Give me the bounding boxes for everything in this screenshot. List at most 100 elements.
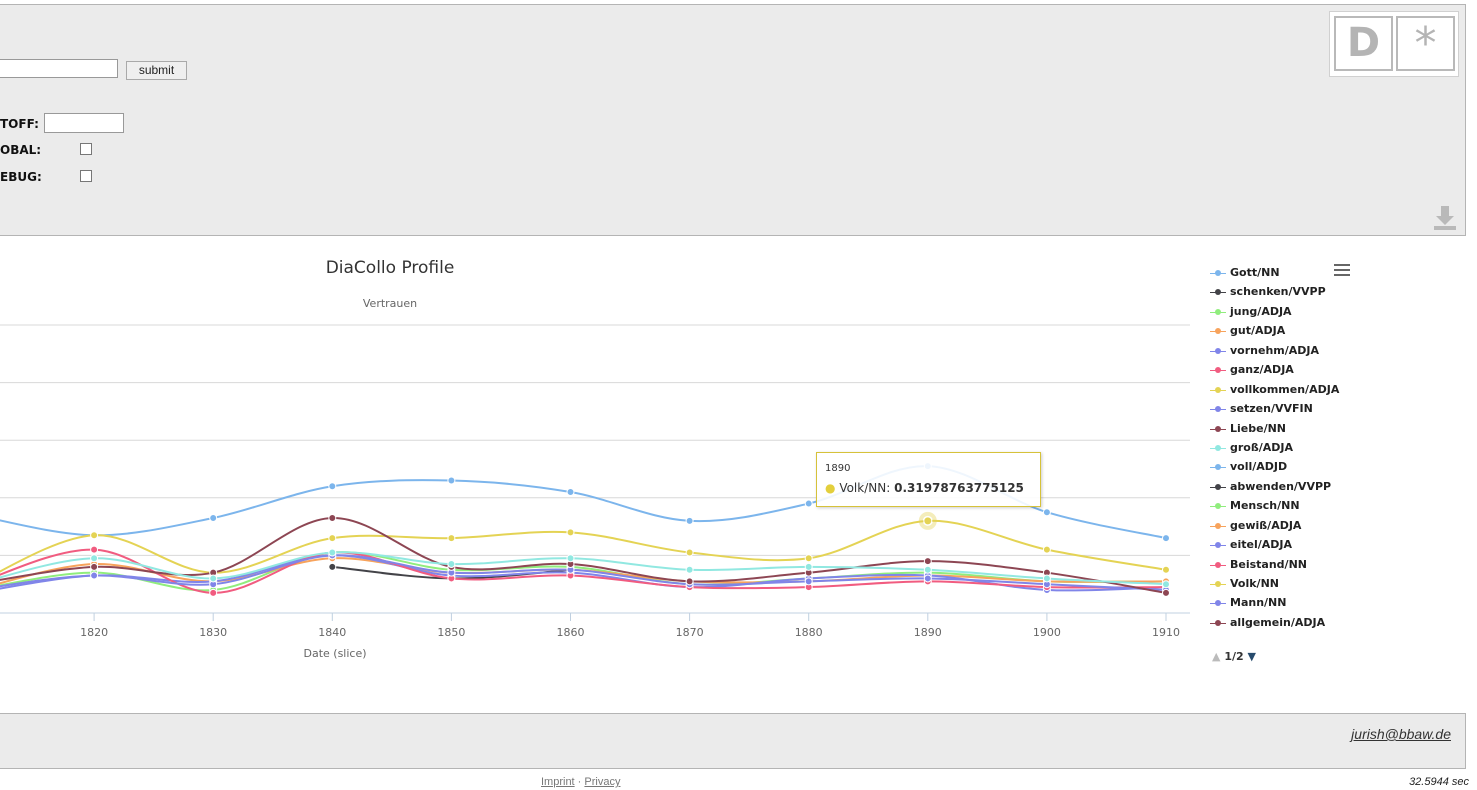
- legend-item[interactable]: setzen/VVFIN: [1210, 402, 1375, 421]
- legend-symbol-icon: [1210, 404, 1226, 414]
- legend-label: Mensch/NN: [1230, 499, 1300, 513]
- hamburger-menu-icon[interactable]: [1334, 264, 1350, 276]
- data-point-gro-adja: [1162, 580, 1170, 589]
- highlight-point-halo: [918, 511, 937, 530]
- dstar-logo[interactable]: D *: [1329, 11, 1459, 77]
- legend-symbol-icon: [1210, 618, 1226, 628]
- data-point-setzen-vvfin: [90, 571, 99, 580]
- legend-symbol-icon: [1210, 385, 1226, 395]
- legend-symbol-icon: [1210, 424, 1226, 434]
- chart-title: DiaCollo Profile: [325, 258, 455, 278]
- footer-separator: ·: [574, 776, 585, 788]
- legend-item[interactable]: groß/ADJA: [1210, 441, 1375, 460]
- data-point-gott-nn: [328, 482, 337, 491]
- legend-symbol-icon: [1210, 579, 1226, 589]
- legend-label: allgemein/ADJA: [1230, 615, 1326, 629]
- legend-item[interactable]: abwenden/VVPP: [1210, 480, 1375, 499]
- legend-item[interactable]: Gott/NN: [1210, 266, 1375, 285]
- legend-item[interactable]: Mensch/NN: [1210, 499, 1375, 518]
- legend-label: gut/ADJA: [1230, 324, 1286, 338]
- legend-item[interactable]: Volk/NN: [1210, 577, 1375, 596]
- query-input[interactable]: [0, 59, 118, 78]
- legend-symbol-icon: [1210, 307, 1226, 317]
- execution-time: 32.5944 sec: [1409, 776, 1469, 788]
- legend-label: Liebe/NN: [1230, 421, 1287, 435]
- legend-item[interactable]: vollkommen/ADJA: [1210, 383, 1375, 402]
- download-icon[interactable]: [1434, 205, 1456, 231]
- legend-down-arrow-icon[interactable]: ▼: [1247, 650, 1256, 663]
- legend-label: Gott/NN: [1230, 266, 1280, 279]
- data-point-vollkommen-adja: [328, 534, 337, 543]
- debug-checkbox[interactable]: [80, 170, 92, 182]
- legend-item[interactable]: gut/ADJA: [1210, 324, 1375, 343]
- legend-item[interactable]: schenken/VVPP: [1210, 285, 1375, 304]
- legend-symbol-icon: [1210, 462, 1226, 472]
- tooltip-value: 0.31978763775125: [894, 481, 1024, 495]
- chart-tooltip: 1890 ● Volk/NN: 0.31978763775125: [816, 452, 1041, 507]
- global-label: OBAL:: [0, 143, 42, 157]
- data-point-gott-nn: [209, 513, 218, 522]
- legend-item[interactable]: jung/ADJA: [1210, 305, 1375, 324]
- legend-item[interactable]: voll/ADJD: [1210, 460, 1375, 479]
- cutoff-input[interactable]: [44, 113, 124, 133]
- series-line-jung-adja: [0, 551, 1167, 592]
- data-point-gott-nn: [566, 488, 575, 497]
- imprint-link[interactable]: Imprint: [541, 776, 575, 788]
- legend-symbol-icon: [1210, 540, 1226, 550]
- legend-item[interactable]: vornehm/ADJA: [1210, 344, 1375, 363]
- legend-label: jung/ADJA: [1230, 304, 1292, 318]
- footer-links: Imprint · Privacy: [541, 776, 620, 788]
- data-point-liebe-nn: [923, 557, 932, 566]
- global-checkbox[interactable]: [80, 143, 92, 155]
- legend-item[interactable]: Mann/NN: [1210, 596, 1375, 615]
- data-point-vollkommen-adja: [447, 534, 456, 543]
- privacy-link[interactable]: Privacy: [584, 776, 621, 788]
- legend-label: vollkommen/ADJA: [1230, 382, 1340, 396]
- data-point-gro-adja: [685, 565, 694, 574]
- legend-symbol-icon: [1210, 365, 1226, 375]
- data-point-liebe-nn: [1162, 588, 1170, 597]
- data-point-liebe-nn: [685, 577, 694, 586]
- legend-symbol-icon: [1210, 501, 1226, 511]
- legend-item[interactable]: Liebe/NN: [1210, 422, 1375, 441]
- x-tick-label: 1870: [676, 626, 704, 639]
- tooltip-series-name: Volk/NN:: [839, 481, 891, 495]
- data-point-gro-adja: [328, 548, 337, 557]
- legend-symbol-icon: [1210, 346, 1226, 356]
- line-chart: 1820 1830 1840 1850 1860 1870 1880 1890 1900 1910: [0, 324, 1190, 639]
- data-point-vollkommen-adja: [804, 554, 813, 563]
- x-tick-label: 1830: [199, 626, 227, 639]
- legend-label: eitel/ADJA: [1230, 538, 1292, 552]
- footer-email-link[interactable]: jurish@bbaw.de: [1351, 726, 1451, 742]
- data-point-gott-nn: [447, 476, 456, 485]
- series-line-setzen-vvfin: [0, 554, 1167, 591]
- data-point-setzen-vvfin: [923, 574, 932, 583]
- series-line-gro-adja: [0, 551, 1167, 586]
- x-tick-label: 1840: [318, 626, 346, 639]
- x-tick-label: 1860: [557, 626, 585, 639]
- footer-bar: jurish@bbaw.de: [0, 713, 1466, 769]
- data-point-vollkommen-adja: [566, 528, 575, 537]
- legend-item[interactable]: eitel/ADJA: [1210, 538, 1375, 557]
- legend-item[interactable]: Beistand/NN: [1210, 558, 1375, 577]
- chart-subtitle: Vertrauen: [362, 297, 418, 310]
- data-point-ganz-adja: [90, 545, 99, 554]
- legend-item[interactable]: allgemein/ADJA: [1210, 616, 1375, 635]
- x-tick-label: 1900: [1033, 626, 1061, 639]
- legend-up-arrow-icon[interactable]: ▲: [1212, 650, 1221, 663]
- x-tick-label: 1890: [914, 626, 942, 639]
- legend-item[interactable]: ganz/ADJA: [1210, 363, 1375, 382]
- data-point-gro-adja: [90, 554, 99, 563]
- legend-label: gewiß/ADJA: [1230, 518, 1302, 532]
- data-point-vollkommen-adja: [1162, 565, 1170, 574]
- data-point-setzen-vvfin: [804, 577, 813, 586]
- legend-label: Beistand/NN: [1230, 557, 1307, 571]
- submit-button[interactable]: submit: [126, 61, 187, 80]
- legend-item[interactable]: gewiß/ADJA: [1210, 519, 1375, 538]
- legend-label: ganz/ADJA: [1230, 363, 1294, 377]
- legend-symbol-icon: [1210, 287, 1226, 297]
- data-point-gott-nn: [685, 516, 694, 525]
- data-point-liebe-nn: [328, 513, 337, 522]
- data-point-gro-adja: [923, 565, 932, 574]
- legend-pagination: ▲ 1/2 ▼: [1212, 650, 1256, 663]
